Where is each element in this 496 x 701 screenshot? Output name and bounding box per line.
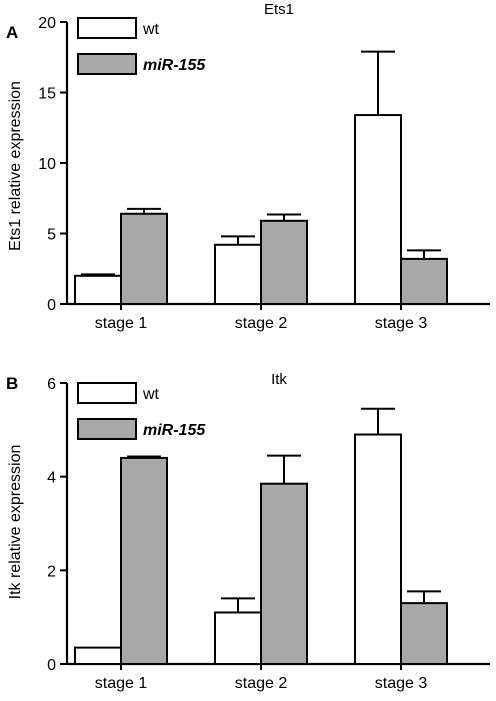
x-tick-label: stage 1 [95, 675, 148, 692]
y-tick-label: 0 [47, 297, 56, 314]
y-tick-label: 0 [47, 657, 56, 674]
bar-wt-stage2 [214, 243, 262, 305]
bar-mir155-stage2 [260, 219, 308, 305]
legend-label: wt [142, 386, 160, 403]
legend-swatch [77, 418, 137, 440]
legend-label: miR-155 [143, 422, 206, 439]
panel-letter: A [6, 23, 18, 42]
y-tick-label: 4 [47, 470, 56, 487]
chart-title: Ets1 [264, 1, 294, 18]
panel-letter: B [6, 374, 18, 393]
chart-marks: 0 5 10 15 20 stage 1 stage 2 stage 3 wt miR-155 [38, 15, 490, 332]
chart-marks: 0 2 4 6 stage 1 stage 2 stage 3 wt miR-155 [47, 376, 490, 692]
legend-label: miR-155 [143, 57, 206, 74]
bar-mir155-stage1 [120, 456, 168, 665]
x-tick-label: stage 2 [235, 675, 288, 692]
y-tick-label: 5 [47, 227, 56, 244]
panel-b: B Itk Itk relative expression 0 2 4 6 stage … [6, 371, 490, 692]
legend-swatch [77, 382, 137, 404]
y-tick-label: 2 [47, 563, 56, 580]
bar-mir155-stage2 [260, 482, 308, 666]
bar-wt-stage3 [354, 114, 402, 305]
legend-label: wt [142, 21, 160, 38]
bar-wt-stage1 [74, 274, 122, 305]
chart-title: Itk [271, 371, 287, 388]
y-axis-label: Itk relative expression [7, 445, 24, 600]
bar-mir155-stage3 [400, 602, 448, 665]
panel-a: A Ets1 Ets1 relative expression 0 5 10 15 20… [6, 1, 490, 332]
legend-swatch [77, 17, 137, 39]
bar-mir155-stage3 [400, 257, 448, 306]
y-tick-label: 20 [38, 15, 56, 32]
y-axis-label: Ets1 relative expression [7, 81, 24, 251]
x-tick-label: stage 1 [95, 315, 148, 332]
y-tick-label: 6 [47, 376, 56, 393]
y-tick-label: 15 [38, 86, 56, 103]
legend-swatch [77, 53, 137, 75]
x-tick-label: stage 2 [235, 315, 288, 332]
bar-mir155-stage1 [120, 212, 168, 305]
y-tick-label: 10 [38, 156, 56, 173]
x-tick-label: stage 3 [375, 675, 428, 692]
bar-wt-stage1 [74, 646, 122, 666]
x-tick-label: stage 3 [375, 315, 428, 332]
bar-wt-stage2 [214, 611, 262, 666]
bar-wt-stage3 [354, 433, 402, 665]
